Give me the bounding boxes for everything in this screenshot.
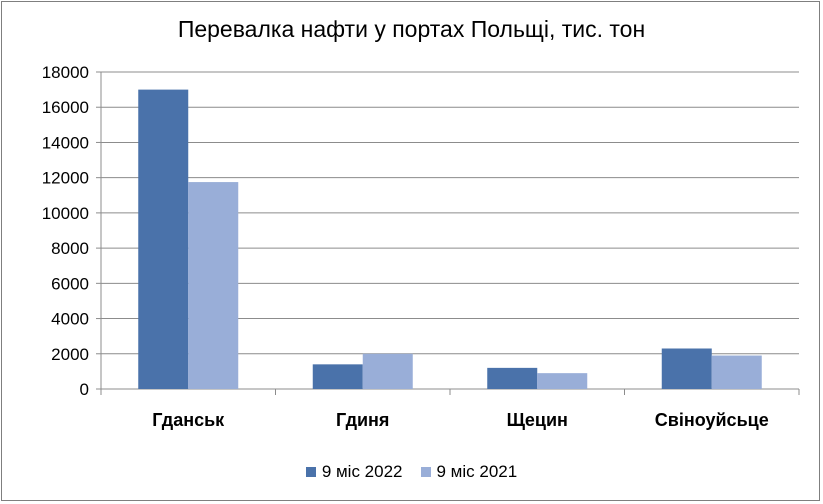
x-tick-label: Гдиня [336, 410, 389, 430]
y-tick-label: 18000 [42, 63, 89, 82]
bar-3-0 [661, 348, 712, 389]
chart-title: Перевалка нафти у портах Польщі, тис. то… [177, 16, 646, 42]
bar-3-1 [711, 355, 762, 389]
legend-item-2022: 9 міс 2022 [305, 462, 403, 482]
bar-1-0 [312, 364, 363, 389]
y-tick-label: 14000 [42, 133, 89, 152]
bar-2-1 [537, 373, 588, 389]
bar-2-0 [487, 367, 538, 389]
legend-swatch-2022 [305, 467, 316, 477]
bar-0-1 [188, 182, 239, 389]
legend-label-2021: 9 міс 2021 [436, 462, 518, 481]
y-tick-label: 10000 [42, 204, 89, 223]
bar-0-0 [138, 89, 189, 389]
x-tick-label: Свіноуйсьце [655, 410, 769, 430]
legend-swatch-2021 [420, 467, 431, 477]
y-tick-label: 8000 [51, 239, 89, 258]
y-tick-label: 0 [80, 380, 89, 399]
bar-1-1 [362, 353, 413, 389]
y-tick-label: 2000 [51, 345, 89, 364]
y-tick-label: 12000 [42, 169, 89, 188]
y-tick-label: 16000 [42, 98, 89, 117]
y-tick-label: 4000 [51, 310, 89, 329]
legend-label-2022: 9 міс 2022 [321, 462, 403, 481]
legend: 9 міс 2022 9 міс 2021 [0, 462, 823, 482]
legend-item-2021: 9 міс 2021 [420, 462, 518, 482]
y-tick-label: 6000 [51, 274, 89, 293]
x-tick-label: Гданськ [152, 410, 225, 430]
x-tick-label: Щецин [507, 410, 568, 430]
